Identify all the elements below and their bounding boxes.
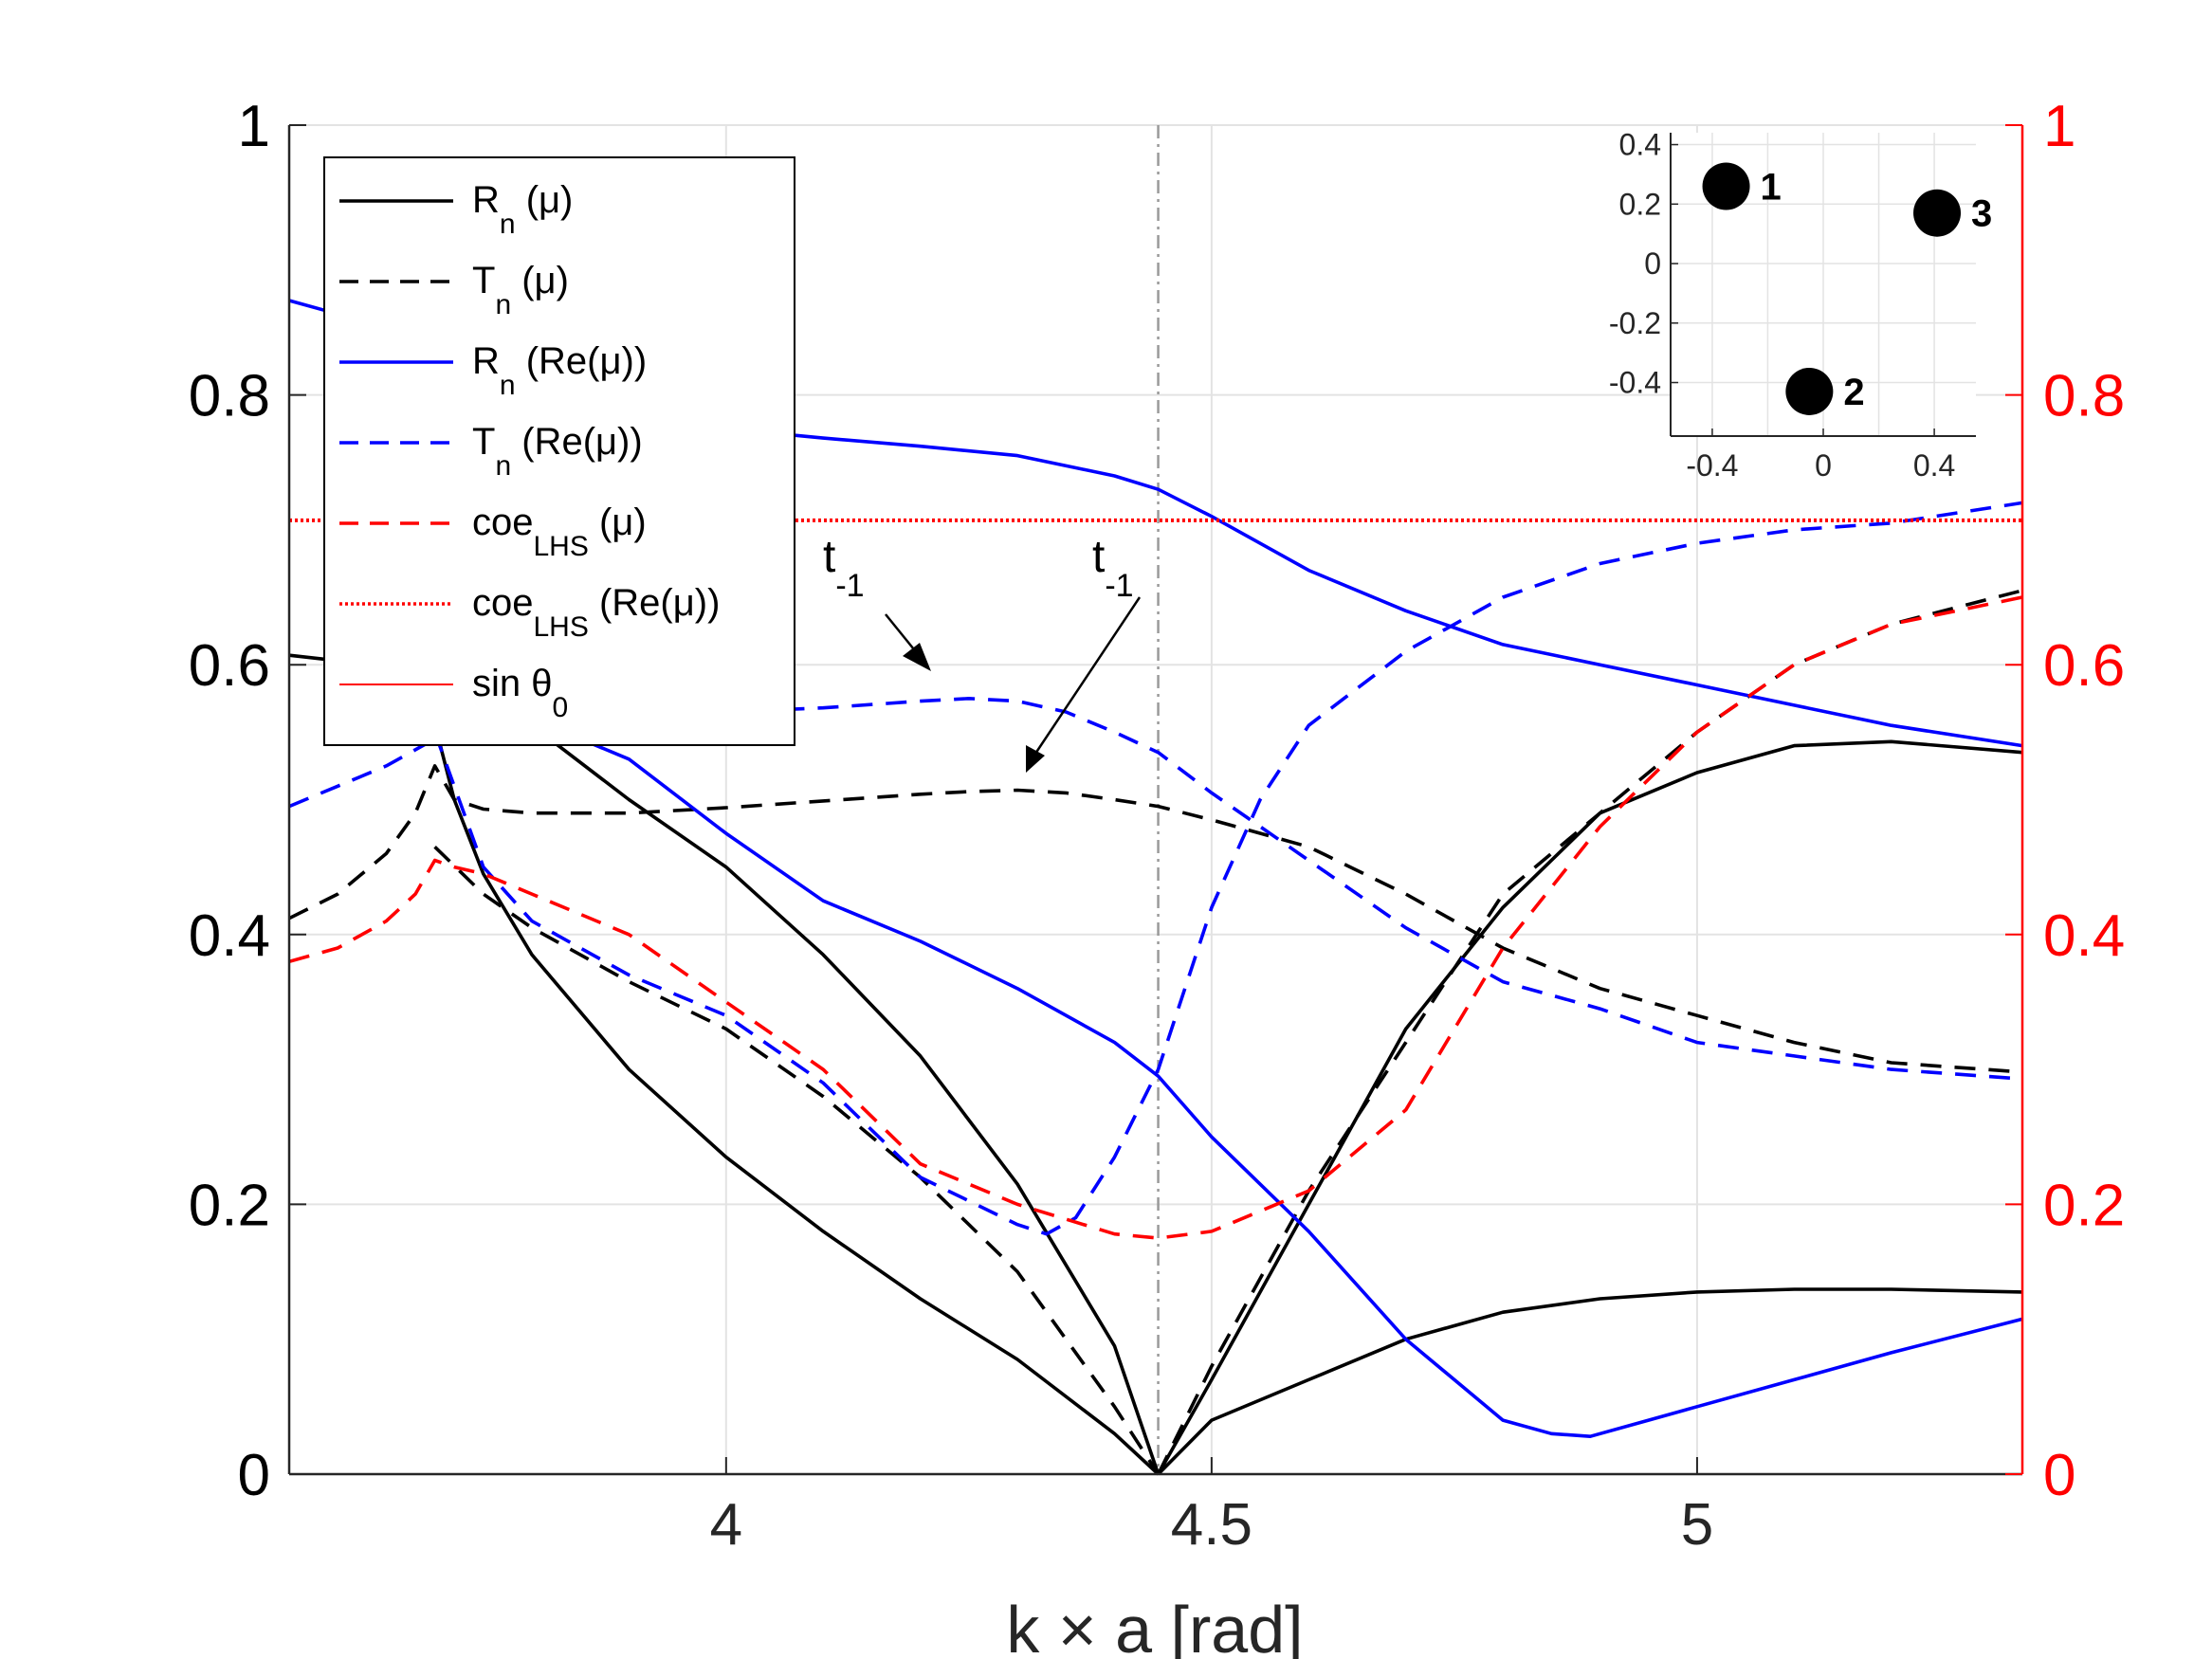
annotation-arrow-left xyxy=(885,613,919,655)
series-line-2 xyxy=(1157,739,2023,1475)
inset-y-tick-label-0.2: 0.2 xyxy=(1619,187,1661,221)
inset-y-tick-label--0.2: -0.2 xyxy=(1609,306,1661,340)
series-line-3 xyxy=(1157,1287,2023,1476)
inset-point-label-2: 2 xyxy=(1843,372,1864,413)
x-tick-label-4.5: 4.5 xyxy=(1171,1492,1252,1558)
annotation-t-minus-1-right: t-1 xyxy=(1092,532,1134,604)
legend-label-4: coeLHS (μ) xyxy=(472,501,647,562)
series-line-10 xyxy=(432,501,2023,1236)
tick-labels: 0 0.2 0.4 0.6 0.8 1 0 0.2 0.4 0.6 0.8 1 4 4.5 5 xyxy=(189,94,2125,1558)
legend-label-3: Tn (Re(μ)) xyxy=(472,421,643,482)
series-line-11 xyxy=(288,595,2023,1240)
y2-tick-label-0.6: 0.6 xyxy=(2043,633,2125,699)
y-tick-label-0.8: 0.8 xyxy=(189,364,270,429)
inset-x-tick-label--0.4: -0.4 xyxy=(1686,448,1738,483)
inset-point-1 xyxy=(1702,162,1750,210)
inset-x-tick-label-0: 0 xyxy=(1815,448,1832,483)
legend-label-1: Tn (μ) xyxy=(472,260,569,320)
series-line-8 xyxy=(434,717,2023,1438)
y2-tick-label-0.4: 0.4 xyxy=(2043,903,2125,969)
inset-y-tick-label-0: 0 xyxy=(1644,246,1661,281)
inset-y-tick-label--0.4: -0.4 xyxy=(1609,366,1661,400)
y2-tick-label-0.2: 0.2 xyxy=(2043,1173,2125,1238)
y-tick-label-0.4: 0.4 xyxy=(189,903,270,969)
axes xyxy=(287,124,2024,1476)
x-tick-label-5: 5 xyxy=(1681,1492,1713,1558)
annotation-arrowhead-left xyxy=(903,643,931,671)
legend-label-6: sin θ0 xyxy=(472,663,568,723)
annotation-arrowhead-right xyxy=(1026,745,1045,773)
x-axis-label: k × a [rad] xyxy=(1006,1593,1303,1659)
y-tick-label-0.2: 0.2 xyxy=(189,1173,270,1238)
inset-point-3 xyxy=(1913,189,1962,237)
y2-tick-label-0.8: 0.8 xyxy=(2043,364,2125,429)
legend-label-5: coeLHS (Re(μ)) xyxy=(472,582,720,643)
y-tick-label-0.6: 0.6 xyxy=(189,633,270,699)
legend: Rn (μ) Tn (μ) Rn (Re(μ)) Tn (Re(μ)) coeLHS (… xyxy=(323,156,795,746)
y2-tick-label-0: 0 xyxy=(2043,1443,2075,1508)
y-tick-label-0: 0 xyxy=(238,1443,270,1508)
y-tick-label-1: 1 xyxy=(238,94,270,159)
x-tick-label-4: 4 xyxy=(710,1492,742,1558)
annotation-t-minus-1-left: t-1 xyxy=(823,532,865,604)
legend-label-2: Rn (Re(μ)) xyxy=(472,340,647,401)
inset-point-2 xyxy=(1785,367,1834,415)
y2-tick-label-1: 1 xyxy=(2043,94,2075,159)
inset-y-tick-label-0.4: 0.4 xyxy=(1619,128,1661,162)
series-line-5 xyxy=(433,846,1161,1475)
inset-plot: 0.4 0.2 0 -0.2 -0.4 -0.4 0 0.4 1 2 3 xyxy=(1609,128,1992,483)
annotation-arrow-right xyxy=(1033,596,1142,755)
annotations: t-1 t-1 xyxy=(823,532,1142,773)
inset-x-tick-label-0.4: 0.4 xyxy=(1913,448,1955,483)
series-line-9 xyxy=(288,697,2023,1081)
series-line-4 xyxy=(288,764,2023,1074)
series-line-1 xyxy=(428,704,1160,1476)
legend-box xyxy=(323,156,795,746)
legend-label-0: Rn (μ) xyxy=(472,179,573,240)
inset-point-label-3: 3 xyxy=(1971,193,1992,235)
inset-point-label-1: 1 xyxy=(1761,166,1782,208)
